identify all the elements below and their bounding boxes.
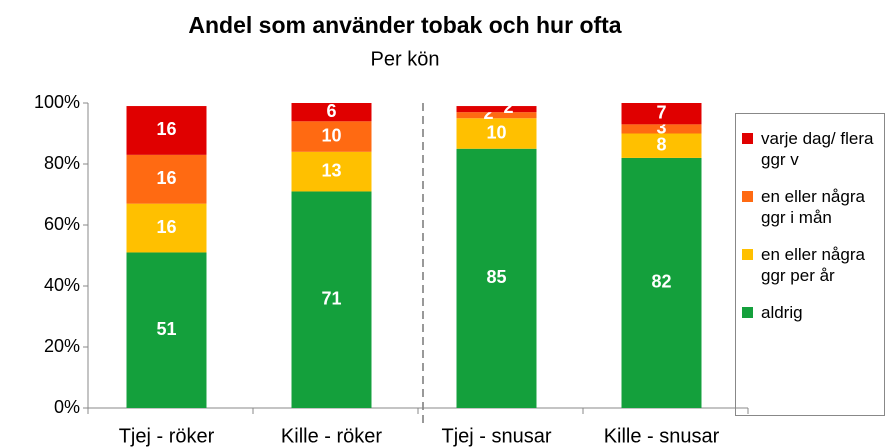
data-label: 82 bbox=[651, 272, 671, 292]
legend-item: en eller några ggr per år bbox=[742, 244, 880, 286]
legend-label: aldrig bbox=[761, 303, 803, 322]
data-label: 3 bbox=[656, 118, 666, 138]
x-tick-label: Tjej - snusar bbox=[441, 425, 551, 447]
legend-swatch bbox=[742, 133, 753, 144]
data-label: 8 bbox=[656, 134, 666, 154]
y-tick-label: 0% bbox=[54, 397, 80, 417]
legend-item: varje dag/ flera ggr v bbox=[742, 128, 880, 170]
chart-subtitle: Per kön bbox=[371, 48, 440, 70]
bar-segment bbox=[456, 112, 537, 119]
data-label: 51 bbox=[156, 319, 176, 339]
legend-label: en eller några ggr per år bbox=[761, 245, 865, 285]
data-label: 13 bbox=[321, 160, 341, 180]
y-tick-label: 40% bbox=[44, 275, 80, 295]
legend-swatch bbox=[742, 249, 753, 260]
bar-segment bbox=[456, 106, 537, 113]
bar-segment bbox=[456, 118, 537, 149]
bar-segment bbox=[126, 154, 207, 204]
data-label: 10 bbox=[321, 125, 341, 145]
bar-segment bbox=[291, 191, 372, 408]
bar-segment bbox=[621, 103, 702, 125]
bar-segment bbox=[291, 103, 372, 122]
bar-segment bbox=[126, 106, 207, 155]
y-tick-label: 80% bbox=[44, 153, 80, 173]
x-tick-label: Kille - röker bbox=[281, 425, 382, 447]
bar-segment bbox=[621, 133, 702, 158]
bar-segment bbox=[456, 148, 537, 408]
legend: varje dag/ flera ggr v en eller några ggr… bbox=[735, 113, 885, 416]
data-label: 2 bbox=[483, 103, 493, 123]
y-tick-label: 60% bbox=[44, 214, 80, 234]
legend-item: aldrig bbox=[742, 302, 880, 323]
data-label: 10 bbox=[486, 122, 506, 142]
bar-segment bbox=[291, 121, 372, 152]
legend-swatch bbox=[742, 191, 753, 202]
legend-item: en eller några ggr i mån bbox=[742, 186, 880, 228]
data-label: 71 bbox=[321, 288, 341, 308]
data-label: 7 bbox=[656, 102, 666, 122]
legend-label: varje dag/ flera ggr v bbox=[761, 129, 874, 169]
bar-segment bbox=[126, 203, 207, 253]
y-tick-label: 20% bbox=[44, 336, 80, 356]
data-label: 85 bbox=[486, 267, 506, 287]
bar-segment bbox=[621, 124, 702, 134]
data-label: 16 bbox=[156, 217, 176, 237]
y-tick-label: 100% bbox=[34, 92, 80, 112]
legend-swatch bbox=[742, 307, 753, 318]
x-tick-label: Kille - snusar bbox=[604, 425, 720, 447]
chart-title: Andel som använder tobak och hur ofta bbox=[188, 12, 621, 38]
data-label: 6 bbox=[326, 101, 336, 121]
legend-label: en eller några ggr i mån bbox=[761, 187, 865, 227]
data-label: 16 bbox=[156, 119, 176, 139]
data-label: 2 bbox=[503, 97, 513, 117]
data-label: 16 bbox=[156, 168, 176, 188]
bar-segment bbox=[126, 252, 207, 408]
bar-segment bbox=[621, 157, 702, 408]
x-tick-label: Tjej - röker bbox=[119, 425, 215, 447]
bar-segment bbox=[291, 151, 372, 192]
